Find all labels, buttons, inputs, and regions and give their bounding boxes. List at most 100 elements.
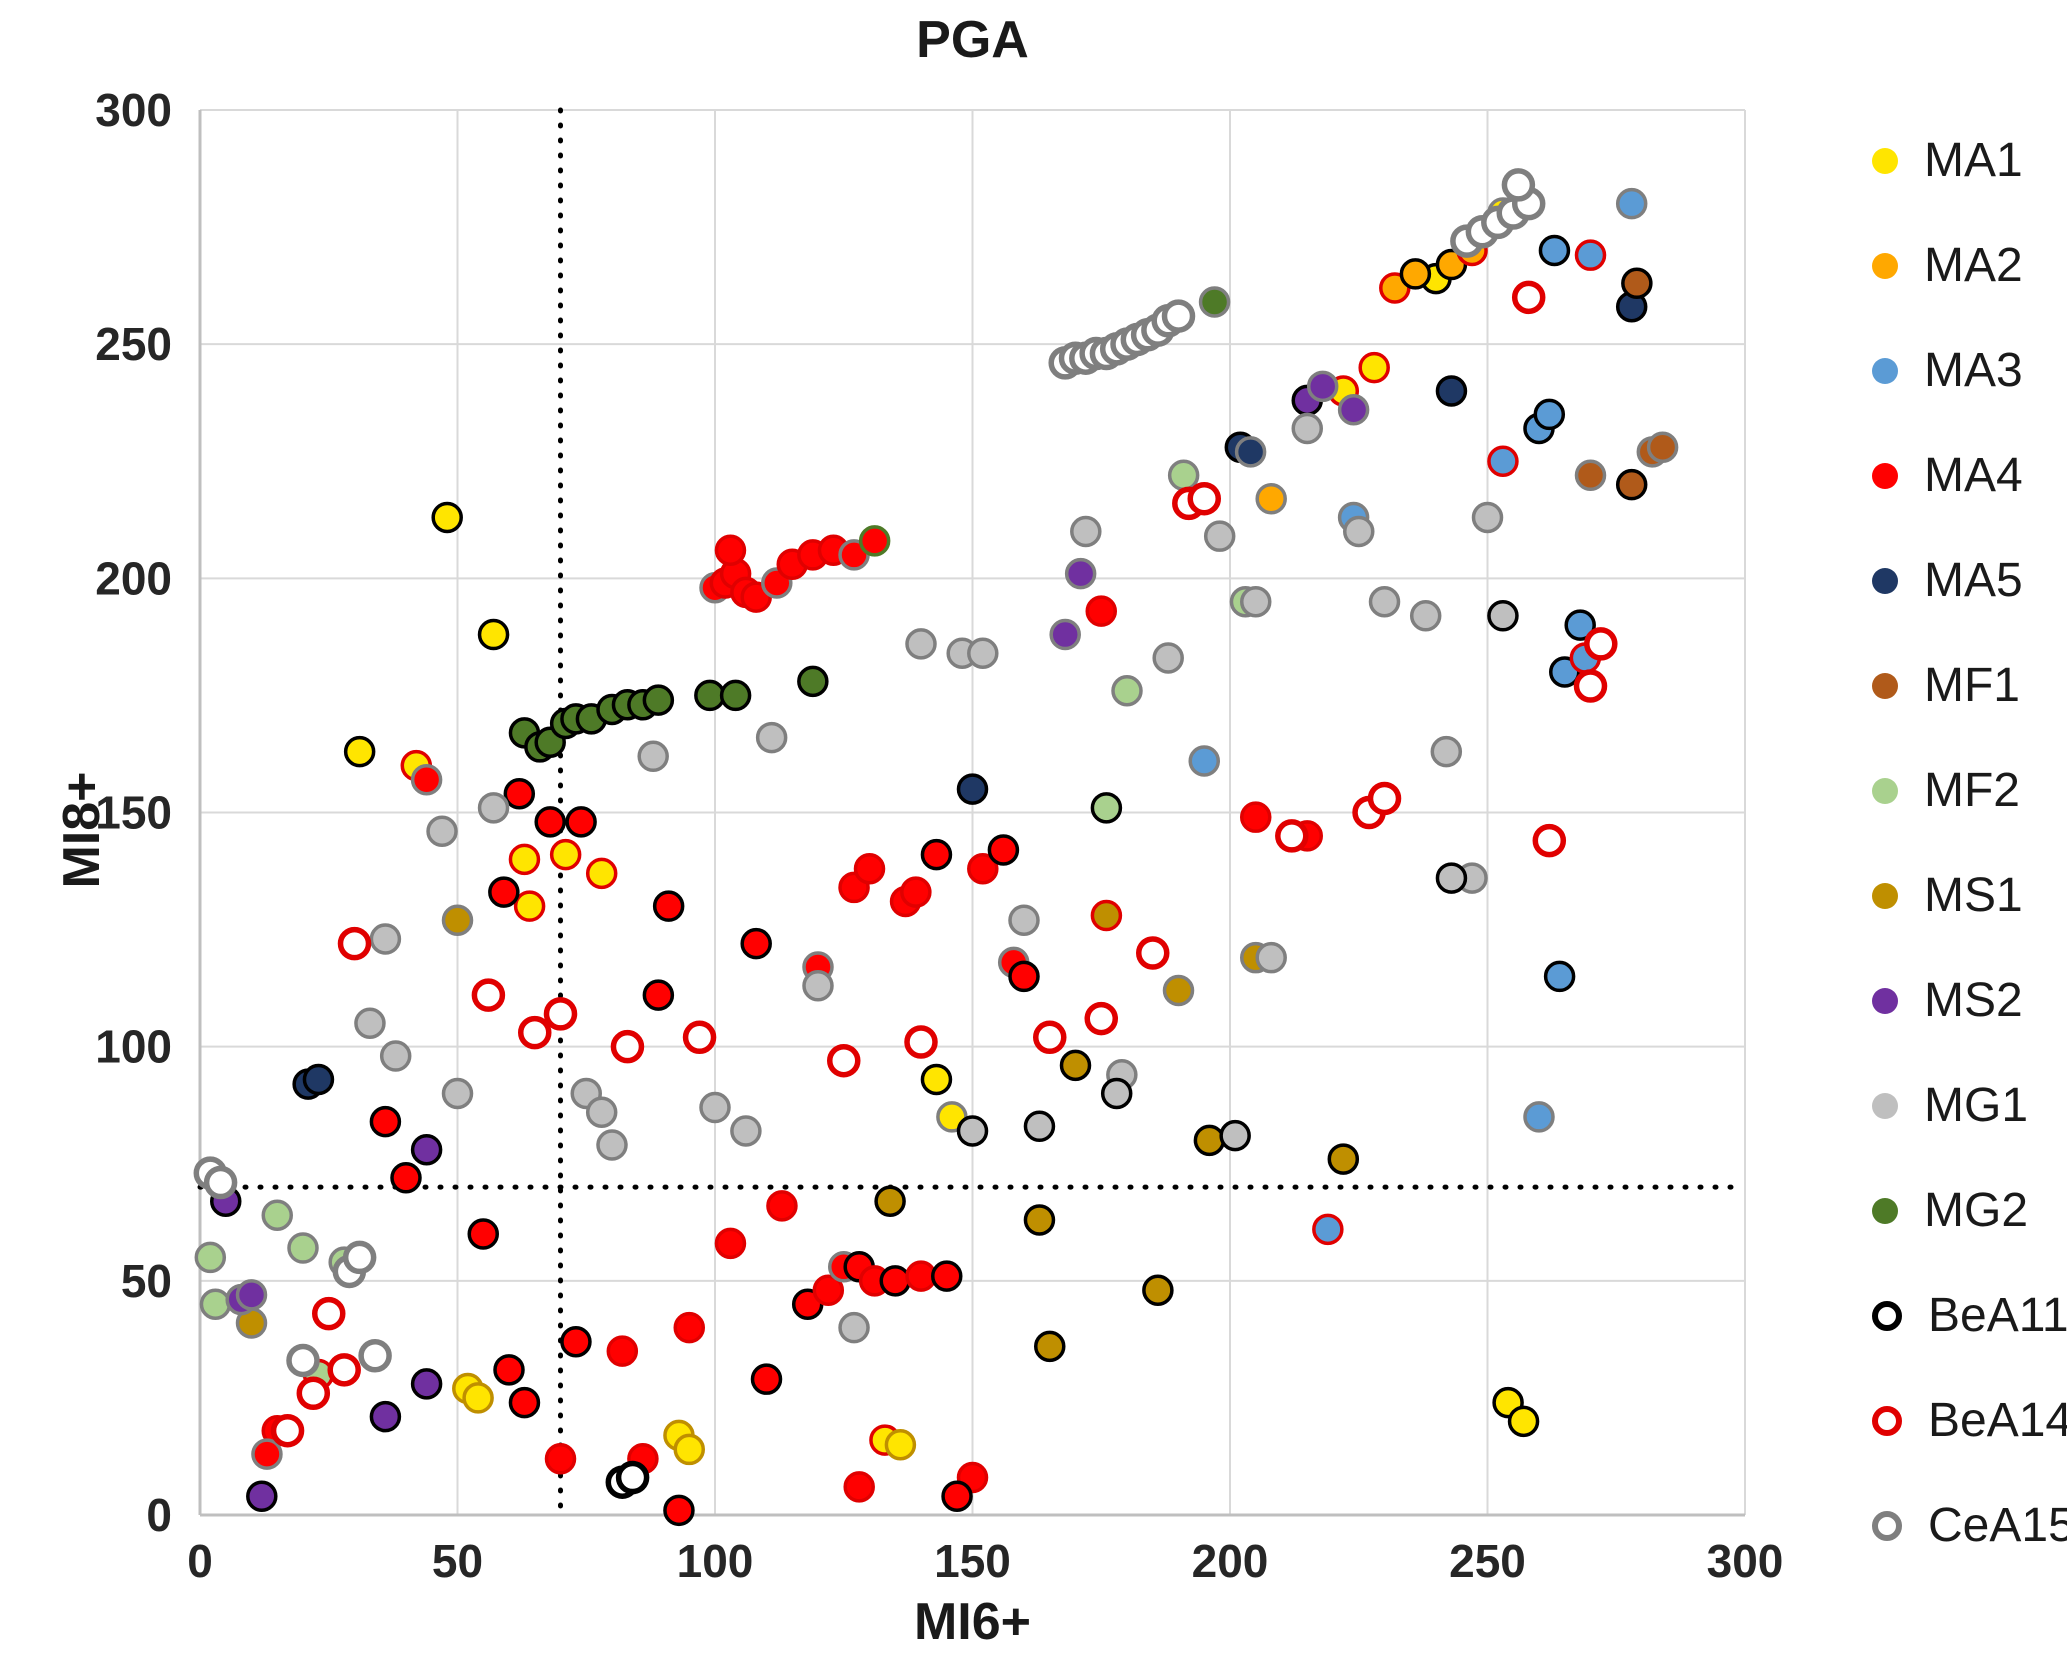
legend-item-MS2: MS2 (1872, 948, 2067, 1053)
data-point (1187, 481, 1221, 516)
data-point (967, 852, 999, 885)
data-point (312, 1296, 346, 1331)
data-point (1367, 781, 1402, 816)
data-point (1255, 482, 1287, 515)
y-tick-label: 250 (95, 318, 172, 370)
data-point (987, 834, 1020, 866)
data-point (342, 1240, 377, 1275)
data-point (673, 1433, 705, 1466)
legend-item-MF1: MF1 (1872, 633, 2067, 738)
legend-marker-CeA15-icon (1872, 1510, 1902, 1541)
series-MG1 (354, 412, 1519, 1344)
data-point (1501, 168, 1536, 202)
data-point (1584, 627, 1618, 661)
data-point (410, 1133, 443, 1166)
data-point (1136, 936, 1170, 970)
data-point (740, 927, 772, 960)
data-point (343, 735, 376, 768)
legend-item-BeA11: BeA11 (1872, 1263, 2067, 1368)
data-point (1291, 412, 1323, 445)
legend-marker-MA4-icon (1872, 462, 1898, 489)
data-point (549, 838, 582, 871)
data-point (431, 501, 463, 534)
data-point (714, 534, 747, 566)
data-point (1193, 1124, 1226, 1157)
legend-marker-MA2-icon (1872, 252, 1898, 279)
data-point (369, 923, 402, 955)
data-point (369, 1400, 402, 1433)
data-point (1327, 1143, 1360, 1175)
data-point (194, 1241, 227, 1274)
y-tick-label: 150 (95, 787, 172, 839)
data-point (1059, 1049, 1092, 1082)
data-point (1399, 258, 1432, 290)
legend-item-MA4: MA4 (1872, 423, 2067, 528)
data-point (1162, 974, 1195, 1007)
series-MA4 (251, 525, 1323, 1527)
x-tick-label: 200 (1192, 1535, 1269, 1587)
data-point (1234, 436, 1267, 468)
data-point (663, 1494, 695, 1527)
legend-label: MG2 (1924, 1184, 2029, 1237)
data-point (1142, 1274, 1174, 1306)
data-point (565, 806, 597, 838)
data-point (853, 852, 886, 885)
data-point (261, 1199, 293, 1232)
data-point (1507, 1405, 1540, 1438)
data-point (270, 1413, 305, 1448)
legend-marker-MS1-icon (1872, 882, 1898, 909)
data-point (673, 1311, 705, 1344)
data-point (858, 525, 891, 557)
y-tick-label: 100 (95, 1021, 172, 1073)
data-point (1409, 600, 1442, 632)
series-CeA15 (193, 168, 1546, 1378)
legend-item-MA3: MA3 (1872, 318, 2067, 423)
data-point (302, 1063, 335, 1096)
legend-label: MA1 (1924, 134, 2023, 187)
data-point (596, 1129, 628, 1161)
data-point (1090, 792, 1123, 824)
data-point (1573, 669, 1608, 703)
legend-label: MF1 (1924, 659, 2020, 712)
data-point (1358, 351, 1390, 384)
data-point (637, 740, 669, 773)
data-point (1337, 393, 1370, 426)
data-point (235, 1279, 268, 1311)
data-point (956, 1115, 989, 1147)
data-point (827, 1043, 861, 1078)
legend-item-MG1: MG1 (1872, 1053, 2067, 1158)
data-point (755, 721, 788, 754)
data-point (941, 1480, 973, 1513)
data-point (1574, 239, 1607, 271)
data-point (441, 1077, 474, 1110)
legend-marker-MA5-icon (1872, 567, 1898, 594)
data-point (560, 1325, 592, 1358)
data-point (1343, 515, 1375, 548)
data-point (1275, 819, 1309, 853)
data-point (1008, 960, 1040, 993)
data-point (518, 1015, 552, 1050)
data-point (585, 1096, 618, 1128)
data-point (1621, 267, 1653, 300)
legend-marker-MG2-icon (1872, 1197, 1898, 1224)
data-point (1543, 960, 1576, 993)
data-point (1511, 280, 1546, 315)
data-point (652, 890, 685, 922)
legend-label: MS2 (1924, 974, 2023, 1027)
data-point (379, 1040, 412, 1072)
data-point (1523, 1101, 1555, 1133)
data-point (513, 890, 546, 922)
x-tick-label: 0 (187, 1535, 213, 1587)
data-point (1564, 609, 1596, 641)
legend-label: MG1 (1924, 1079, 2029, 1132)
data-point (1538, 234, 1571, 267)
legend-item-MF2: MF2 (1872, 738, 2067, 843)
data-point (544, 1443, 577, 1475)
data-point (286, 1343, 320, 1378)
data-point (879, 1265, 911, 1297)
data-point (327, 1353, 361, 1387)
data-point (477, 618, 510, 651)
data-point (1430, 735, 1463, 768)
